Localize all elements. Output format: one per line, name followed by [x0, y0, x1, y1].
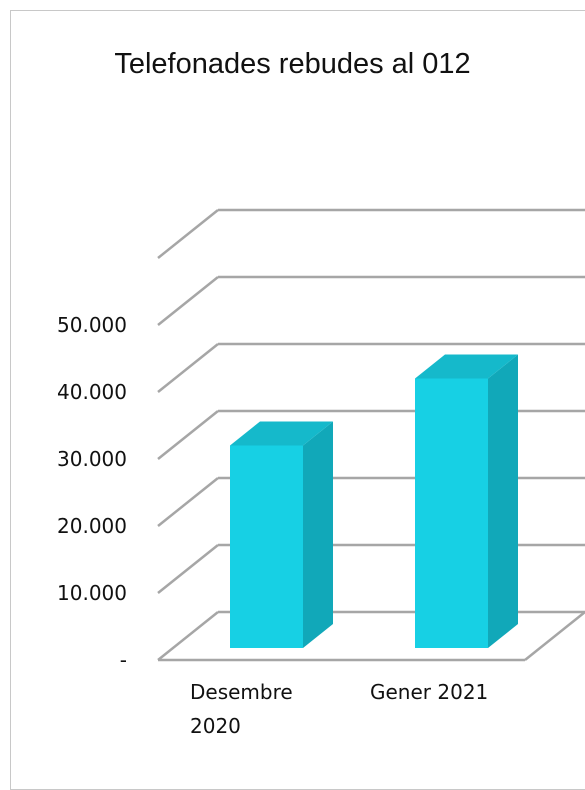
gridline-side	[157, 611, 219, 661]
chart-plot: - 10.000 20.000 30.000 40.000 50.000 Desembre 2…	[57, 208, 585, 738]
y-tick-label: 10.000	[57, 581, 127, 605]
bar-side	[488, 354, 518, 648]
bar-side	[303, 421, 333, 648]
y-tick-label: 40.000	[57, 380, 127, 404]
bar	[415, 378, 488, 648]
x-tick-label: 2020	[190, 714, 241, 738]
chart-title: Telefonades rebudes al 012	[114, 48, 471, 80]
gridline-side	[157, 410, 219, 460]
x-tick-label: Gener 2021	[370, 680, 488, 704]
gridline-side	[157, 477, 219, 527]
y-tick-label: -	[120, 648, 127, 672]
bar-top	[415, 354, 518, 379]
bar	[230, 445, 303, 648]
x-tick-label: Desembre	[190, 680, 293, 704]
floor-right-edge	[524, 611, 585, 661]
y-tick-label: 50.000	[57, 313, 127, 337]
gridline-side	[157, 544, 219, 594]
gridline-side	[157, 343, 219, 393]
gridline-side	[157, 276, 219, 326]
y-tick-label: 20.000	[57, 514, 127, 538]
y-tick-label: 30.000	[57, 447, 127, 471]
gridline-side	[157, 209, 219, 259]
bar-top	[230, 421, 333, 446]
